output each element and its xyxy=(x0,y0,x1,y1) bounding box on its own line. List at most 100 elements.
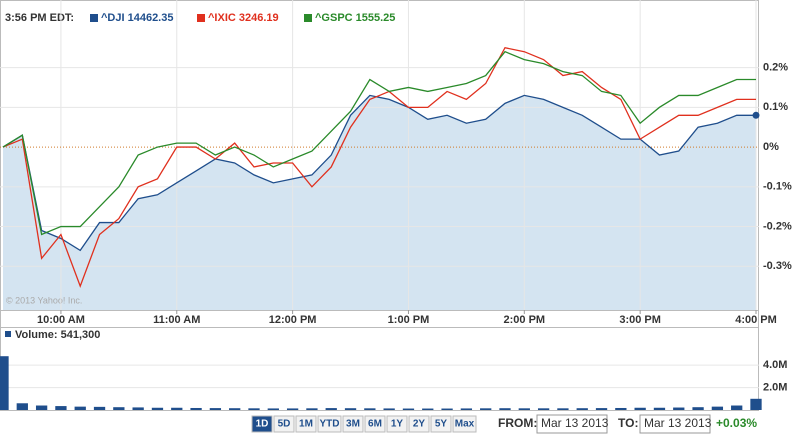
from-label: FROM: xyxy=(498,416,537,430)
volume-bar xyxy=(673,407,685,410)
range-button[interactable] xyxy=(408,415,430,433)
volume-bar xyxy=(132,407,144,410)
volume-bar xyxy=(750,398,762,410)
y-tick-label: 0.2% xyxy=(763,62,788,74)
volume-bar xyxy=(325,408,337,410)
watermark: © 2013 Yahoo! Inc. xyxy=(6,295,82,305)
y-tick-label: 0% xyxy=(763,141,779,153)
legend-swatch xyxy=(304,14,312,22)
y-tick-label: 4.0M xyxy=(763,359,787,371)
y-tick-label: -0.1% xyxy=(763,181,792,193)
range-label[interactable]: 5Y xyxy=(435,419,448,430)
frame xyxy=(0,0,759,411)
volume-bar xyxy=(383,408,395,410)
range-label[interactable]: 5D xyxy=(278,419,291,430)
from-value: Mar 13 2013 xyxy=(541,416,609,430)
range-button[interactable] xyxy=(430,415,452,433)
range-label[interactable]: 1D xyxy=(256,419,269,430)
y-tick-label: 2.0M xyxy=(763,381,787,393)
to-value: Mar 13 2013 xyxy=(644,416,712,430)
controls: 1D 5D 1M YTD 3M 6M 1Y 2Y 5Y Max FROM: Mar 13 2013 TO… xyxy=(251,414,757,434)
range-label[interactable]: 6M xyxy=(368,419,382,430)
range-button[interactable] xyxy=(386,415,408,433)
x-tick-label: 1:00 PM xyxy=(388,314,430,326)
change: +0.03% xyxy=(716,416,757,430)
y-tick-label: -0.2% xyxy=(763,220,792,232)
volume-bar xyxy=(306,408,318,410)
series-line xyxy=(2,50,756,236)
range-button[interactable] xyxy=(317,415,342,433)
to-label: TO: xyxy=(618,416,638,430)
volume-bar xyxy=(731,405,743,410)
volume-bar xyxy=(460,408,473,410)
y-tick-label: 0.1% xyxy=(763,101,788,113)
to-input[interactable] xyxy=(639,414,711,434)
volume-bar xyxy=(286,408,299,410)
x-tick-label: 12:00 PM xyxy=(269,314,317,326)
volume-title: Volume: 541,300 xyxy=(15,329,100,341)
volume-bar xyxy=(55,406,67,410)
range-button[interactable] xyxy=(342,415,364,433)
range-label[interactable]: 1M xyxy=(299,419,313,430)
volume-bar xyxy=(615,407,627,410)
volume-bar xyxy=(537,408,550,410)
volume-bar xyxy=(692,407,704,410)
volume-bar xyxy=(0,356,9,410)
legend-swatch xyxy=(90,14,98,22)
series-line xyxy=(2,94,756,252)
y-tick-label: -0.3% xyxy=(763,260,792,272)
x-tick-label: 2:00 PM xyxy=(504,314,546,326)
from-input[interactable] xyxy=(536,414,608,434)
volume-bar xyxy=(171,407,183,410)
series-line xyxy=(2,47,756,289)
range-label[interactable]: 1Y xyxy=(391,419,404,430)
volume-bar xyxy=(557,408,569,410)
x-tick-label: 10:00 AM xyxy=(37,314,85,326)
range-button[interactable] xyxy=(295,415,317,433)
range-label[interactable]: 3M xyxy=(346,419,360,430)
legend-label: ^DJI 14462.35 xyxy=(101,12,173,24)
volume-bar xyxy=(499,408,511,410)
volume-swatch xyxy=(5,331,11,337)
x-tick-label: 4:00 PM xyxy=(735,314,777,326)
range-label[interactable]: YTD xyxy=(320,419,340,430)
volume-bar xyxy=(364,408,376,410)
volume-bar xyxy=(344,408,357,410)
range-button[interactable] xyxy=(273,415,295,433)
volume-bar xyxy=(16,403,28,410)
volume-bar xyxy=(74,406,86,410)
volume-bar xyxy=(422,408,434,410)
volume-bar xyxy=(190,407,202,410)
volume-bar xyxy=(480,408,492,410)
range-button[interactable] xyxy=(452,415,477,433)
volume-bar xyxy=(229,408,241,410)
x-tick-label: 11:00 AM xyxy=(153,314,200,326)
range-label[interactable]: 2Y xyxy=(413,419,426,430)
range-button[interactable] xyxy=(364,415,386,433)
volume-bar xyxy=(634,407,646,410)
volume-bar xyxy=(93,406,106,410)
range-label[interactable]: Max xyxy=(455,419,475,430)
legend-label: ^IXIC 3246.19 xyxy=(208,12,279,24)
volume-bar xyxy=(711,406,724,410)
x-tick-label: 3:00 PM xyxy=(619,314,661,326)
volume-bar xyxy=(209,408,222,410)
volume-bar xyxy=(653,407,666,410)
volume-bar xyxy=(402,408,415,410)
area xyxy=(3,95,756,310)
volume-bar xyxy=(441,408,453,410)
volume-bar xyxy=(595,408,608,410)
end-dot xyxy=(752,111,760,119)
volume-bar xyxy=(151,407,164,410)
header-time: 3:56 PM EDT: xyxy=(5,12,74,24)
volume-bar xyxy=(267,408,279,410)
volume-bar xyxy=(35,405,48,410)
volume-bar xyxy=(576,408,588,410)
legend-label: ^GSPC 1555.25 xyxy=(315,12,395,24)
volume-bar xyxy=(518,408,530,410)
range-button[interactable] xyxy=(251,415,273,433)
volume-bar xyxy=(248,408,260,410)
legend-swatch xyxy=(197,14,205,22)
volume-bar xyxy=(113,407,125,410)
